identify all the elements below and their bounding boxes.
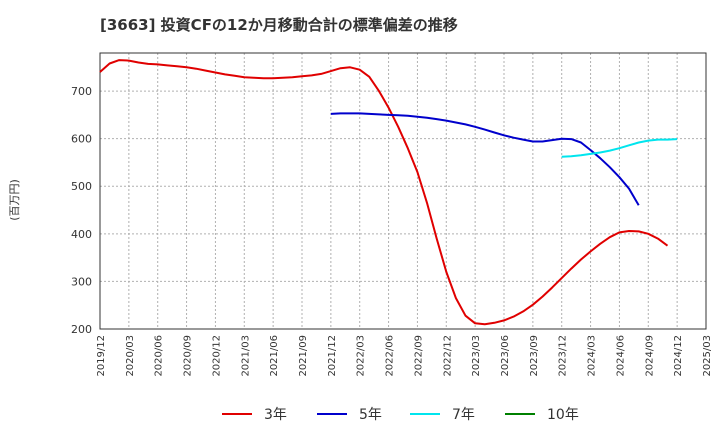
legend-label: 10年 <box>547 407 579 423</box>
x-tick-label: 2021/09 <box>298 335 309 377</box>
x-tick-label: 2021/12 <box>327 335 338 377</box>
x-tick-label: 2022/12 <box>442 335 453 377</box>
x-tick-label: 2021/06 <box>269 335 280 377</box>
y-tick-label: 300 <box>71 275 92 288</box>
y-tick-label: 700 <box>71 85 92 98</box>
chart-title: [3663] 投資CFの12か月移動合計の標準偏差の推移 <box>100 16 458 34</box>
x-tick-label: 2024/03 <box>587 335 598 377</box>
series-lines <box>99 59 678 326</box>
y-tick-label: 600 <box>71 133 92 146</box>
x-tick-label: 2024/06 <box>615 335 626 377</box>
legend-label: 7年 <box>452 407 475 423</box>
series-line <box>561 138 678 158</box>
x-tick-label: 2020/12 <box>211 335 222 377</box>
x-tick-label: 2024/09 <box>644 335 655 377</box>
legend: 3年 5年 7年 10年 <box>222 407 579 423</box>
x-tick-label: 2022/03 <box>356 335 367 377</box>
x-tick-label: 2023/09 <box>529 335 540 377</box>
grid <box>99 53 707 330</box>
x-tick-label: 2019/12 <box>96 335 107 377</box>
y-tick-label: 400 <box>71 228 92 241</box>
x-tick-label: 2021/03 <box>240 335 251 377</box>
x-tick-label: 2020/03 <box>125 335 136 377</box>
x-tick-label: 2023/03 <box>471 335 482 377</box>
y-tick-label: 500 <box>71 180 92 193</box>
legend-label: 5年 <box>359 407 382 423</box>
y-axis-ticks: 200 300 400 500 600 700 <box>71 85 92 336</box>
x-tick-label: 2020/09 <box>183 335 194 377</box>
y-axis-label: (百万円) <box>8 179 21 221</box>
x-tick-label: 2023/12 <box>558 335 569 377</box>
x-tick-label: 2024/12 <box>673 335 684 377</box>
x-tick-label: 2023/06 <box>500 335 511 377</box>
x-tick-label: 2020/06 <box>154 335 165 377</box>
series-line <box>330 112 640 206</box>
plot-frame <box>99 52 707 330</box>
legend-label: 3年 <box>264 407 287 423</box>
series-line <box>99 59 669 326</box>
x-tick-label: 2022/06 <box>385 335 396 377</box>
x-tick-label: 2022/09 <box>413 335 424 377</box>
x-axis-ticks: 2019/12 2020/03 2020/06 2020/09 2020/12 2021/… <box>96 335 713 377</box>
y-tick-label: 200 <box>71 323 92 336</box>
x-tick-label: 2025/03 <box>702 335 713 377</box>
